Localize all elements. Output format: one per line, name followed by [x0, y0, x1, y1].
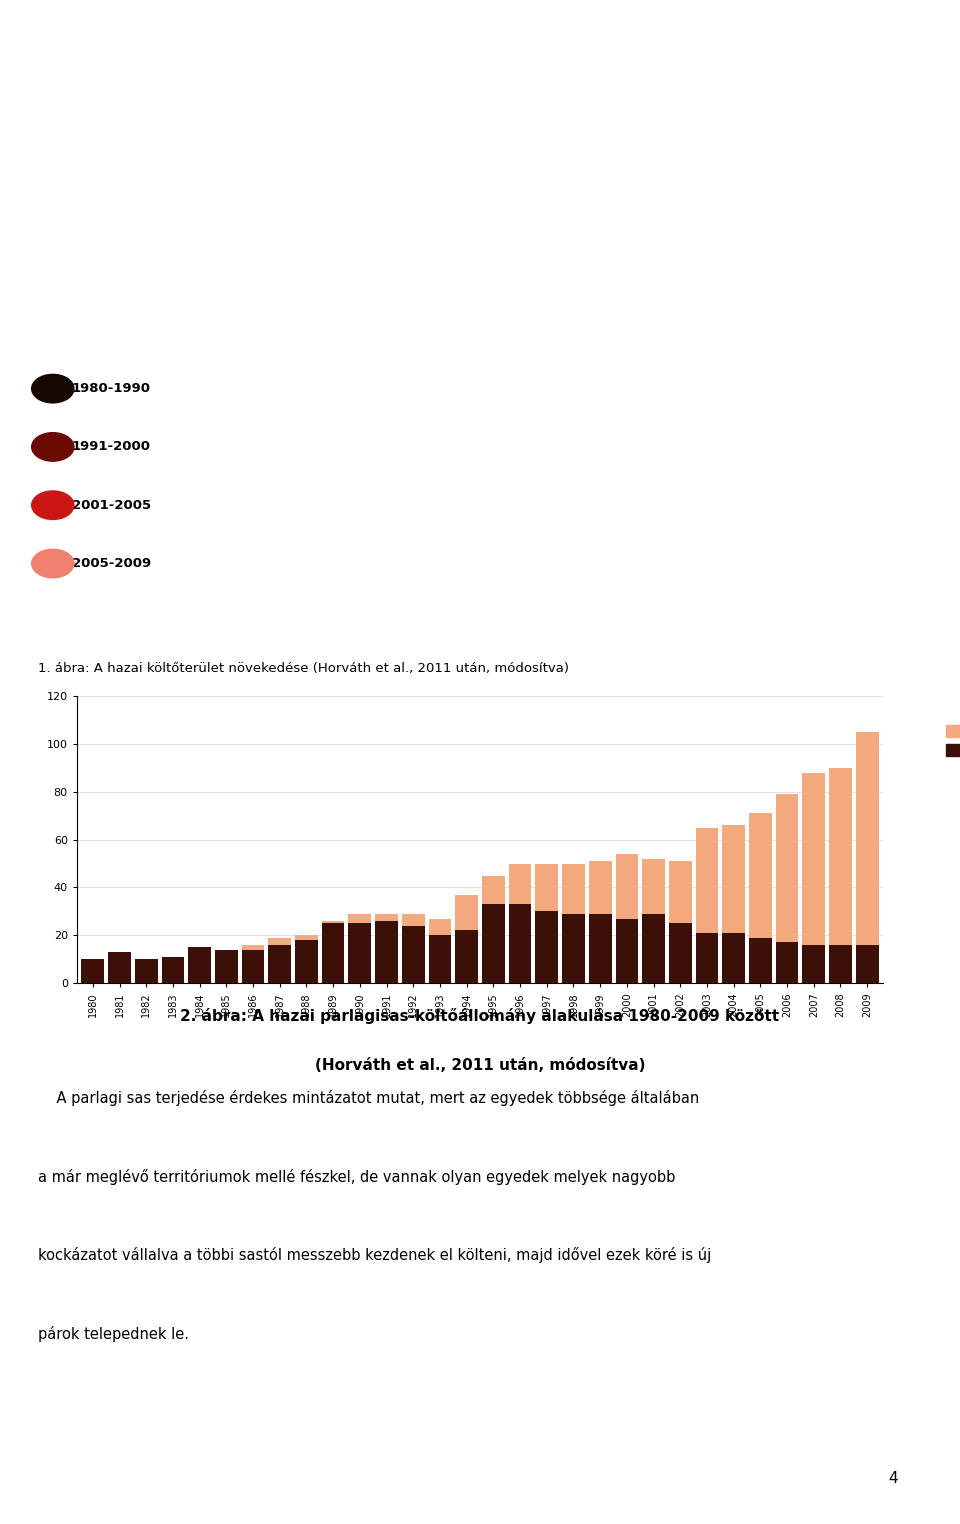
Circle shape — [32, 375, 74, 402]
Bar — [669, 861, 691, 924]
Bar — [855, 945, 878, 983]
Bar — [455, 895, 478, 931]
Bar — [696, 828, 718, 933]
Bar — [642, 860, 665, 914]
Bar — [215, 949, 238, 983]
Bar — [669, 924, 691, 983]
Text: 2005-2009: 2005-2009 — [72, 556, 151, 570]
Bar — [375, 920, 397, 983]
Text: (Horváth et al., 2011 után, módosítva): (Horváth et al., 2011 után, módosítva) — [315, 1058, 645, 1073]
Bar — [536, 911, 558, 983]
Bar — [615, 853, 638, 919]
Bar — [536, 864, 558, 911]
Bar — [269, 945, 291, 983]
Bar — [322, 920, 345, 924]
Bar — [242, 945, 264, 949]
Bar — [509, 864, 532, 904]
Bar — [134, 959, 157, 983]
Bar — [829, 945, 852, 983]
Bar — [402, 914, 424, 925]
Bar — [242, 949, 264, 983]
Text: 1980-1990: 1980-1990 — [72, 383, 151, 395]
Bar — [803, 773, 826, 945]
Circle shape — [32, 433, 74, 462]
Bar — [749, 937, 772, 983]
Bar — [588, 914, 612, 983]
Bar — [482, 875, 505, 904]
Bar — [696, 933, 718, 983]
Bar — [615, 919, 638, 983]
Circle shape — [32, 549, 74, 578]
Bar — [803, 945, 826, 983]
Text: 1. ábra: A hazai költőterület növekedése (Horváth et al., 2011 után, módosítva): 1. ábra: A hazai költőterület növekedése… — [38, 661, 569, 675]
Bar — [563, 914, 585, 983]
Bar — [722, 826, 745, 933]
Text: 1991-2000: 1991-2000 — [72, 440, 151, 454]
Bar — [295, 940, 318, 983]
Bar — [722, 933, 745, 983]
Bar — [269, 937, 291, 945]
Text: a már meglévő territóriumok mellé fészkel, de vannak olyan egyedek melyek nagyob: a már meglévő territóriumok mellé fészke… — [38, 1169, 676, 1184]
Bar — [82, 959, 105, 983]
Bar — [375, 914, 397, 920]
Bar — [188, 948, 211, 983]
Text: 2001-2005: 2001-2005 — [72, 498, 151, 512]
Bar — [855, 733, 878, 945]
Bar — [322, 924, 345, 983]
Bar — [428, 919, 451, 936]
Bar — [455, 931, 478, 983]
Text: 2. ábra: A hazai parlagisas-költőállomány alakulása 1980-2009 között: 2. ábra: A hazai parlagisas-költőállomán… — [180, 1009, 780, 1024]
Text: A parlagi sas terjedése érdekes mintázatot mutat, mert az egyedek többsége által: A parlagi sas terjedése érdekes mintázat… — [38, 1090, 700, 1105]
Circle shape — [32, 491, 74, 520]
Bar — [749, 814, 772, 937]
Bar — [348, 914, 372, 924]
Bar — [509, 904, 532, 983]
Bar — [829, 768, 852, 945]
Bar — [428, 936, 451, 983]
Text: 4: 4 — [888, 1471, 898, 1486]
Bar — [563, 864, 585, 914]
Bar — [108, 952, 131, 983]
Bar — [402, 925, 424, 983]
Bar — [482, 904, 505, 983]
Text: párok telepednek le.: párok telepednek le. — [38, 1326, 189, 1343]
Legend: Síkvidéki, Hegyi: Síkvidéki, Hegyi — [946, 725, 960, 757]
Bar — [295, 936, 318, 940]
Bar — [348, 924, 372, 983]
Text: kockázatot vállalva a többi sastól messzebb kezdenek el költeni, majd idővel eze: kockázatot vállalva a többi sastól messz… — [38, 1247, 711, 1263]
Bar — [161, 957, 184, 983]
Bar — [642, 914, 665, 983]
Bar — [588, 861, 612, 914]
Bar — [776, 794, 799, 942]
Bar — [776, 942, 799, 983]
